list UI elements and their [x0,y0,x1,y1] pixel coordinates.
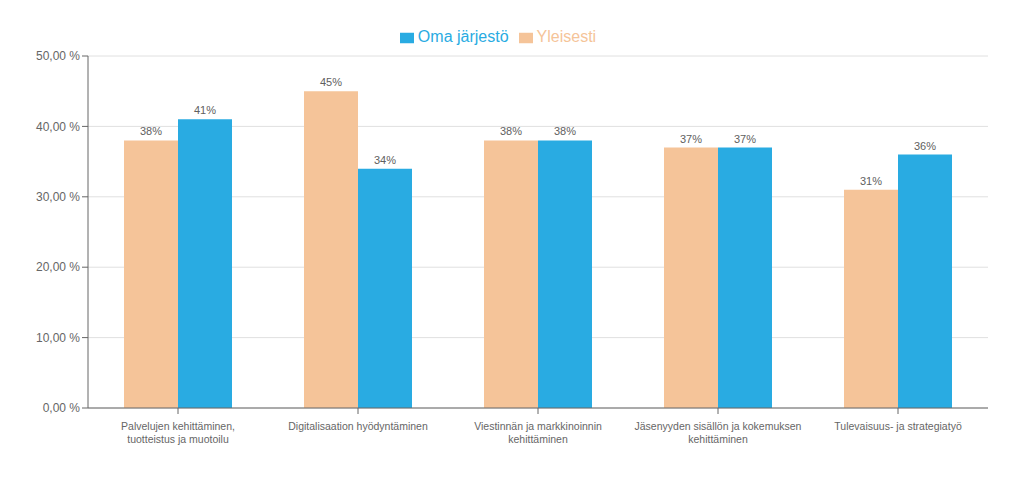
svg-text:Palvelujen kehittäminen,tuotte: Palvelujen kehittäminen,tuotteistus ja m… [121,420,235,445]
svg-text:50,00 %: 50,00 % [36,49,80,63]
svg-text:41%: 41% [194,104,216,116]
svg-text:Tulevaisuus- ja strategiatyö: Tulevaisuus- ja strategiatyö [834,420,962,432]
svg-text:37%: 37% [734,133,756,145]
svg-text:38%: 38% [554,125,576,137]
svg-text:37%: 37% [680,133,702,145]
svg-text:20,00 %: 20,00 % [36,260,80,274]
svg-text:Viestinnän ja markkinoinninkeh: Viestinnän ja markkinoinninkehittäminen [474,420,602,445]
svg-text:34%: 34% [374,154,396,166]
svg-text:10,00 %: 10,00 % [36,331,80,345]
svg-text:30,00 %: 30,00 % [36,190,80,204]
svg-text:36%: 36% [914,140,936,152]
svg-text:40,00 %: 40,00 % [36,120,80,134]
html-text:Oma järjestö: Oma järjestö [417,28,509,45]
svg-text:38%: 38% [140,125,162,137]
svg-text:45%: 45% [320,76,342,88]
svg-text:Jäsenyyden sisällön ja kokemuk: Jäsenyyden sisällön ja kokemuksenkehittä… [635,420,802,445]
svg-text:0,00 %: 0,00 % [43,401,81,415]
svg-text:Digitalisaation hyödyntäminen: Digitalisaation hyödyntäminen [288,420,428,432]
svg-text:38%: 38% [500,125,522,137]
svg-text:31%: 31% [860,175,882,187]
html-text:Yleisesti: Yleisesti [536,28,597,45]
